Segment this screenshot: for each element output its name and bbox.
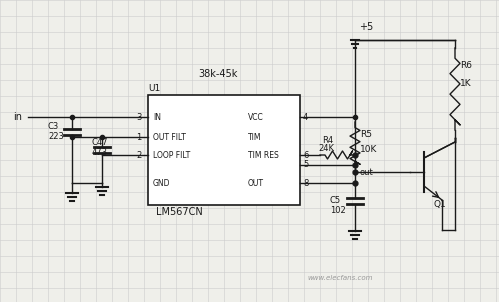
- Text: 3: 3: [136, 113, 141, 122]
- Text: LM567CN: LM567CN: [156, 207, 203, 217]
- Text: 2: 2: [136, 151, 141, 160]
- Text: 6: 6: [303, 151, 308, 160]
- Text: 223: 223: [48, 132, 64, 141]
- Text: OUT: OUT: [248, 179, 264, 188]
- Text: R4: R4: [322, 136, 333, 145]
- Text: 8: 8: [303, 179, 308, 188]
- Text: R6: R6: [460, 61, 472, 70]
- Text: +5: +5: [359, 22, 373, 32]
- Text: VCC: VCC: [248, 113, 264, 122]
- Text: U1: U1: [148, 84, 160, 93]
- Text: TIM RES: TIM RES: [248, 151, 279, 160]
- Text: C47: C47: [92, 138, 108, 147]
- Text: 38k-45k: 38k-45k: [198, 69, 238, 79]
- Text: 473: 473: [92, 148, 108, 157]
- Text: OUT FILT: OUT FILT: [153, 133, 186, 142]
- Text: Q1: Q1: [434, 200, 447, 209]
- Text: 1: 1: [136, 133, 141, 142]
- Text: LOOP FILT: LOOP FILT: [153, 151, 190, 160]
- Text: C5: C5: [330, 196, 341, 205]
- Text: R5: R5: [360, 130, 372, 139]
- Text: 24K: 24K: [318, 144, 334, 153]
- Text: C3: C3: [48, 122, 59, 131]
- Text: www.elecfans.com: www.elecfans.com: [307, 275, 373, 281]
- Text: 1K: 1K: [460, 79, 472, 88]
- Text: out: out: [360, 168, 374, 177]
- Text: in: in: [13, 112, 22, 122]
- Text: 102: 102: [330, 206, 346, 215]
- Text: 4: 4: [303, 113, 308, 122]
- Text: 5: 5: [303, 160, 308, 169]
- Text: GND: GND: [153, 179, 171, 188]
- Text: TIM: TIM: [248, 133, 261, 142]
- Bar: [148, 95, 300, 205]
- Text: 10K: 10K: [360, 145, 377, 154]
- Text: IN: IN: [153, 113, 161, 122]
